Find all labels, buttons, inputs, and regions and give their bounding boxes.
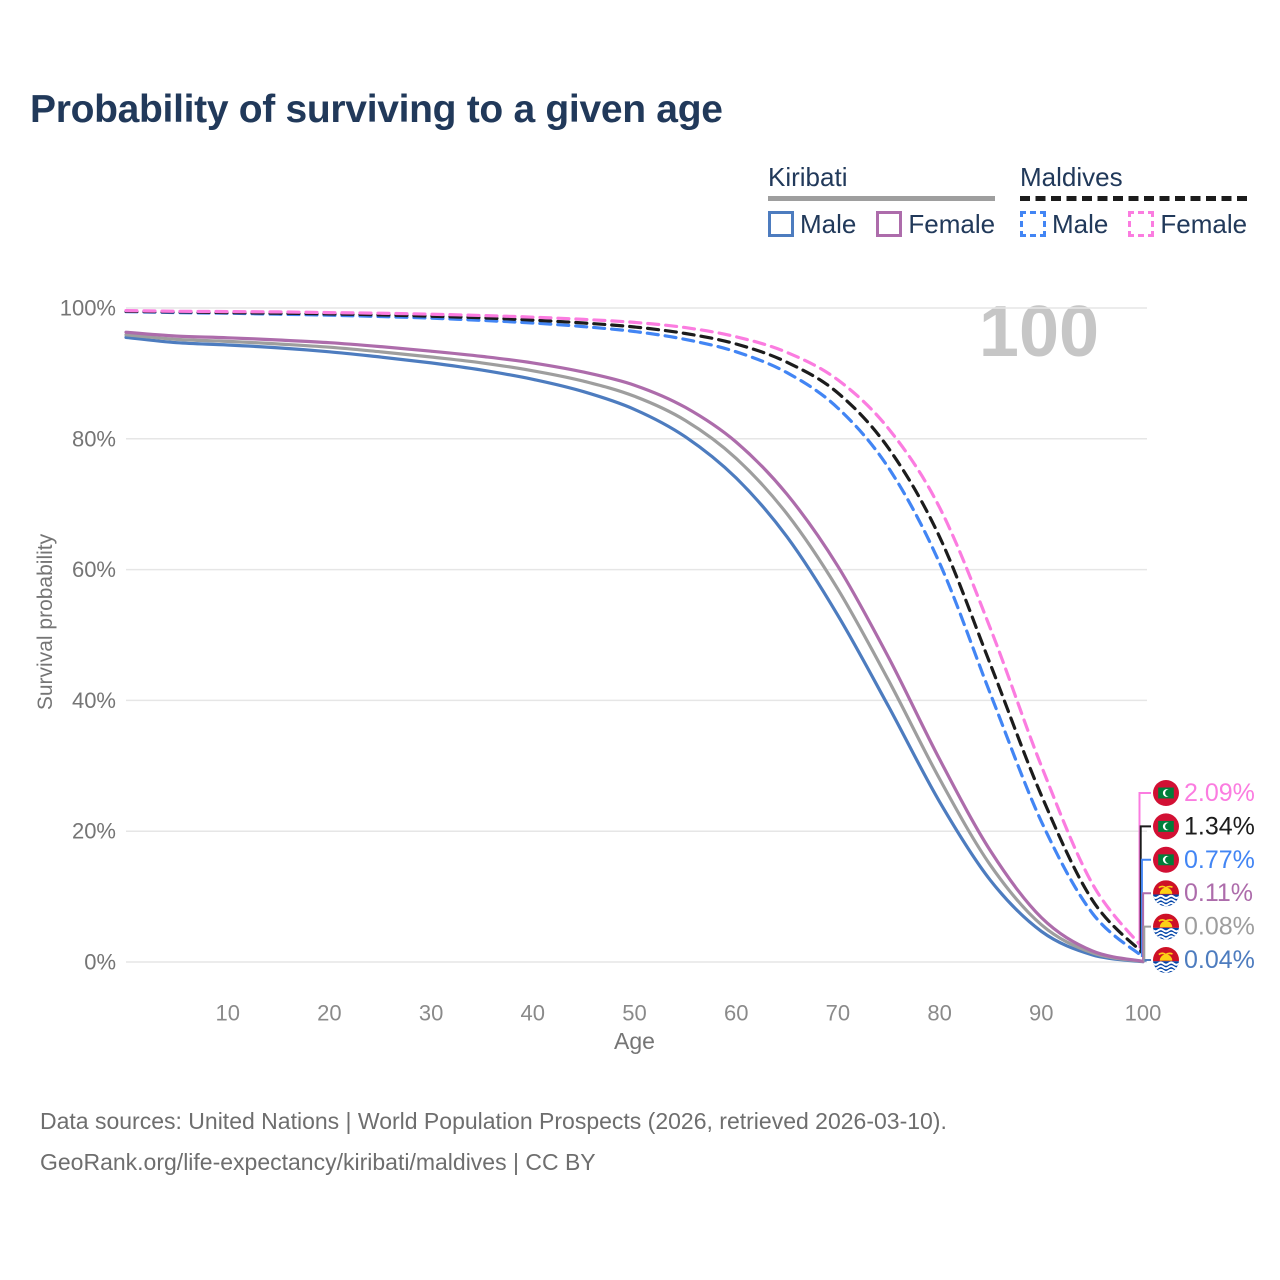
legend-item-maldives-female[interactable]: Female: [1128, 209, 1247, 240]
x-tick-label: 90: [1029, 1001, 1053, 1026]
y-tick-label: 0%: [84, 950, 116, 975]
y-tick-label: 40%: [72, 688, 116, 713]
x-tick-label: 20: [317, 1001, 341, 1026]
footer-data-sources: Data sources: United Nations | World Pop…: [40, 1108, 947, 1134]
legend-maldives-title: Maldives: [1020, 162, 1123, 192]
series-line-maldives-female: [124, 309, 1145, 950]
x-tick-label: 30: [419, 1001, 443, 1026]
legend-item-maldives-male[interactable]: Male: [1020, 209, 1108, 240]
maldives-flag-icon: [1153, 780, 1179, 806]
end-label-connector: [1143, 925, 1151, 962]
end-label-value: 0.11%: [1184, 879, 1253, 907]
legend-kiribati-title: Kiribati: [768, 162, 848, 192]
legend-item-label: Male: [800, 208, 857, 239]
end-label-connector: [1140, 858, 1151, 957]
legend-group-kiribati: Kiribati Male Female: [768, 162, 996, 240]
y-tick-label: 60%: [72, 557, 116, 582]
end-label-value: 0.04%: [1184, 946, 1255, 974]
legend-item-label: Female: [908, 208, 996, 239]
x-tick-label: 50: [622, 1001, 646, 1026]
kiribati-flag-icon: [1153, 947, 1179, 973]
x-tick-label: 60: [724, 1001, 748, 1026]
x-tick-label: 10: [215, 1001, 239, 1026]
series-line-kiribati-male: [124, 335, 1145, 964]
series-line-kiribati-female: [124, 330, 1145, 963]
kiribati-female-swatch-icon: [876, 211, 903, 238]
legend-kiribati-line-sample: [768, 195, 996, 201]
end-label-connector: [1138, 792, 1151, 949]
x-axis-title: Age: [614, 1028, 655, 1054]
series-line-maldives-both-sexes: [124, 309, 1145, 955]
footer-attribution: GeoRank.org/life-expectancy/kiribati/mal…: [40, 1149, 596, 1175]
page-title: Probability of surviving to a given age: [30, 88, 723, 131]
end-label-value: 2.09%: [1184, 779, 1255, 807]
x-tick-label: 100: [1125, 1001, 1162, 1026]
maldives-male-swatch-icon: [1020, 211, 1046, 238]
legend-item-label: Female: [1160, 208, 1248, 239]
kiribati-flag-icon: [1153, 913, 1179, 940]
legend-item-label: Male: [1052, 208, 1109, 239]
y-tick-label: 100%: [60, 296, 116, 321]
end-label-value: 1.34%: [1184, 812, 1255, 840]
kiribati-male-swatch-icon: [768, 211, 794, 238]
legend-maldives-line-sample: [1020, 195, 1248, 201]
x-tick-label: 80: [927, 1001, 951, 1026]
maldives-flag-icon: [1153, 813, 1179, 840]
end-label-connector: [1142, 892, 1151, 962]
end-label-connector: [1144, 959, 1151, 962]
y-tick-label: 20%: [72, 819, 116, 844]
y-tick-label: 80%: [72, 426, 116, 451]
legend-item-kiribati-female[interactable]: Female: [876, 209, 995, 240]
x-tick-label: 70: [826, 1001, 850, 1026]
legend-item-kiribati-male[interactable]: Male: [768, 209, 856, 240]
end-label-value: 0.08%: [1184, 913, 1255, 941]
maldives-flag-icon: [1153, 846, 1179, 873]
kiribati-flag-icon: [1153, 880, 1179, 907]
end-label-value: 0.77%: [1184, 846, 1255, 874]
legend-group-maldives: Maldives Male Female: [1020, 162, 1248, 240]
x-tick-label: 40: [521, 1001, 545, 1026]
maldives-female-swatch-icon: [1128, 211, 1155, 238]
series-line-kiribati-both-sexes: [124, 333, 1145, 964]
end-label-connector: [1139, 825, 1151, 954]
